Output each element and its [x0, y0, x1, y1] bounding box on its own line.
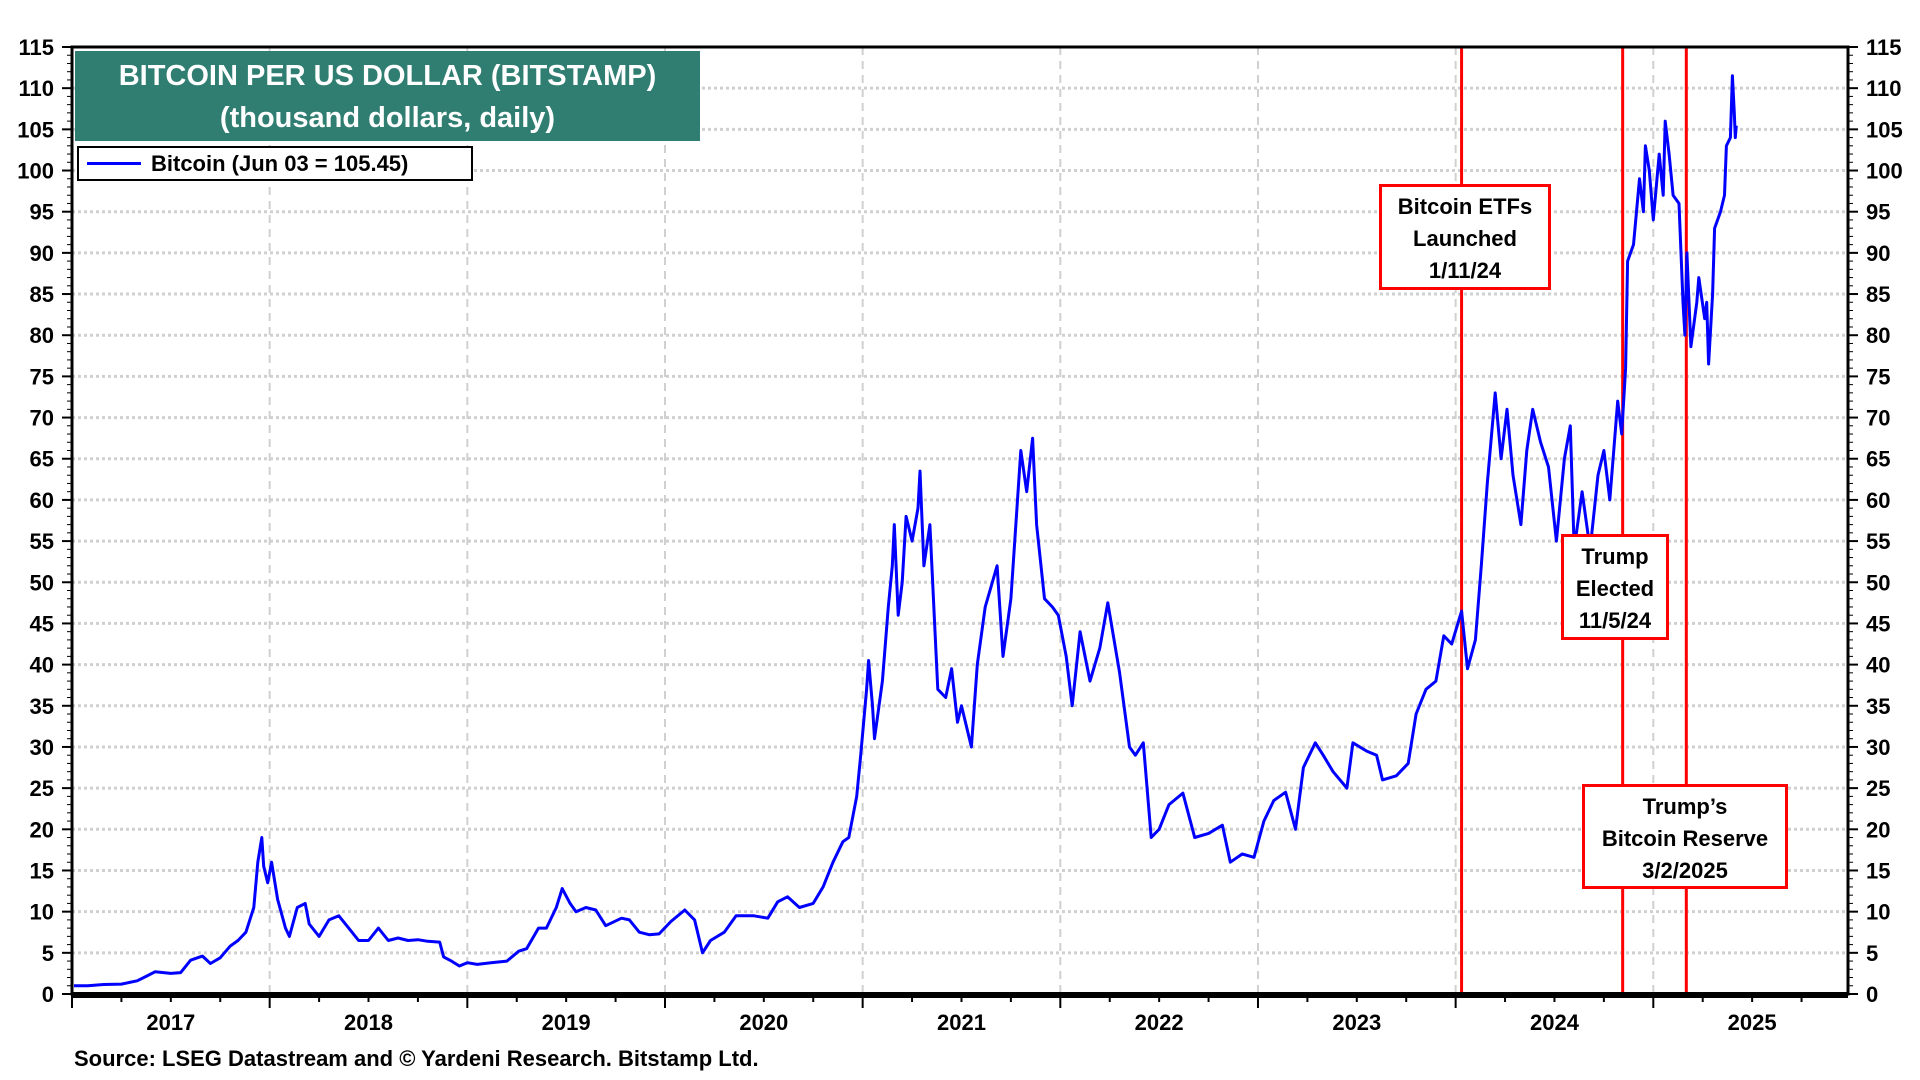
y-tick-label-left: 100 — [17, 159, 54, 184]
x-tick-label: 2023 — [1332, 1010, 1381, 1035]
y-tick-label-left: 10 — [30, 900, 54, 925]
y-tick-label-left: 80 — [30, 323, 54, 348]
y-tick-label-right: 45 — [1866, 611, 1890, 636]
y-tick-label-left: 70 — [30, 406, 54, 431]
x-tick-label: 2019 — [542, 1010, 591, 1035]
y-tick-label-left: 30 — [30, 735, 54, 760]
y-tick-label-right: 50 — [1866, 570, 1890, 595]
annotation-text: Bitcoin Reserve — [1601, 826, 1769, 851]
y-tick-label-right: 20 — [1866, 817, 1890, 842]
x-tick-label: 2021 — [937, 1010, 986, 1035]
y-tick-label-right: 100 — [1866, 159, 1903, 184]
y-tick-label-right: 0 — [1866, 982, 1878, 1007]
y-tick-label-right: 115 — [1866, 35, 1902, 60]
y-tick-label-right: 95 — [1866, 200, 1890, 225]
source-note: Source: LSEG Datastream and © Yardeni Re… — [74, 1046, 759, 1071]
y-tick-label-left: 0 — [42, 982, 54, 1007]
y-tick-label-right: 40 — [1866, 653, 1890, 678]
annotation-text: Bitcoin ETFs — [1397, 194, 1533, 219]
y-tick-label-right: 55 — [1866, 529, 1890, 554]
y-tick-label-right: 90 — [1866, 241, 1890, 266]
y-tick-label-right: 5 — [1866, 941, 1878, 966]
legend-line-swatch — [87, 162, 141, 165]
y-tick-label-right: 30 — [1866, 735, 1890, 760]
y-tick-label-left: 55 — [30, 529, 54, 554]
y-tick-label-left: 90 — [30, 241, 54, 266]
y-tick-label-right: 25 — [1866, 776, 1890, 801]
annotation-text: Launched — [1413, 226, 1517, 251]
y-tick-label-left: 50 — [30, 570, 54, 595]
y-tick-label-right: 80 — [1866, 323, 1890, 348]
annotation-text: Elected — [1575, 576, 1655, 601]
y-tick-label-left: 65 — [30, 447, 54, 472]
y-tick-label-right: 110 — [1866, 76, 1902, 101]
annotation-date: 1/11/24 — [1428, 258, 1502, 283]
y-tick-label-right: 35 — [1866, 694, 1890, 719]
y-tick-label-left: 45 — [30, 611, 54, 636]
y-tick-label-left: 40 — [30, 653, 54, 678]
y-tick-label-right: 70 — [1866, 406, 1890, 431]
series-line-bitcoin — [74, 74, 1738, 988]
y-tick-label-right: 65 — [1866, 447, 1890, 472]
y-tick-label-left: 20 — [30, 817, 54, 842]
y-tick-label-right: 10 — [1866, 900, 1890, 925]
x-tick-label: 2017 — [146, 1010, 195, 1035]
y-tick-label-left: 35 — [30, 694, 54, 719]
y-tick-label-right: 75 — [1866, 364, 1890, 389]
legend: Bitcoin (Jun 03 = 105.45) — [77, 146, 473, 181]
y-tick-label-right: 60 — [1866, 488, 1890, 513]
x-tick-label: 2022 — [1135, 1010, 1184, 1035]
y-tick-label-left: 60 — [30, 488, 54, 513]
x-tick-label: 2018 — [344, 1010, 393, 1035]
y-tick-label-left: 75 — [30, 364, 54, 389]
x-tick-label: 2020 — [739, 1010, 788, 1035]
annotation-bitcoin-reserve: Trump’s Bitcoin Reserve 3/2/2025 — [1582, 784, 1788, 889]
x-tick-label: 2024 — [1530, 1010, 1580, 1035]
y-tick-label-left: 105 — [17, 117, 54, 142]
annotation-date: 3/2/2025 — [1642, 858, 1728, 883]
y-tick-label-left: 25 — [30, 776, 54, 801]
annotation-text: Trump — [1581, 544, 1649, 569]
y-tick-label-right: 85 — [1866, 282, 1890, 307]
chart-title: BITCOIN PER US DOLLAR (BITSTAMP) — [118, 60, 657, 92]
x-tick-label: 2025 — [1728, 1010, 1777, 1035]
annotation-etf-launch: Bitcoin ETFs Launched 1/11/24 — [1379, 184, 1551, 290]
y-tick-label-left: 115 — [19, 35, 55, 60]
annotation-trump-elected: Trump Elected 11/5/24 — [1561, 534, 1669, 640]
y-tick-label-left: 5 — [42, 941, 54, 966]
chart-title-box: BITCOIN PER US DOLLAR (BITSTAMP) (thousa… — [75, 51, 700, 141]
y-tick-label-right: 105 — [1866, 117, 1903, 142]
chart-subtitle: (thousand dollars, daily) — [219, 102, 556, 134]
y-tick-label-left: 15 — [30, 858, 54, 883]
annotation-date: 11/5/24 — [1578, 608, 1652, 633]
y-tick-label-right: 15 — [1866, 858, 1890, 883]
y-tick-label-left: 110 — [19, 76, 55, 101]
legend-label: Bitcoin (Jun 03 = 105.45) — [151, 150, 409, 176]
annotation-text: Trump’s — [1642, 794, 1728, 819]
y-tick-label-left: 85 — [30, 282, 54, 307]
y-tick-label-left: 95 — [30, 200, 54, 225]
